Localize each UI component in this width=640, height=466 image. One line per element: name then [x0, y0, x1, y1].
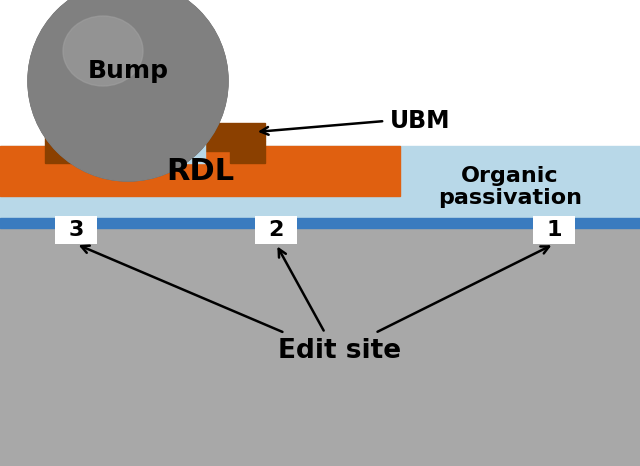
Bar: [0, 146, 640, 226]
Bar: [45, 123, 265, 141]
Bar: [45, 141, 80, 163]
Bar: [0, 146, 400, 196]
Bar: [105, 141, 205, 163]
Text: Bump: Bump: [88, 59, 168, 83]
Text: UBM: UBM: [390, 109, 451, 133]
Bar: [255, 216, 297, 244]
Text: 1: 1: [547, 220, 562, 240]
Bar: [0, 221, 640, 466]
Bar: [55, 216, 97, 244]
Ellipse shape: [63, 16, 143, 86]
Text: RDL: RDL: [166, 157, 234, 185]
Text: 2: 2: [268, 220, 284, 240]
Bar: [230, 141, 265, 163]
Bar: [0, 218, 640, 228]
Circle shape: [28, 0, 228, 181]
Text: 3: 3: [68, 220, 84, 240]
Text: Edit site: Edit site: [278, 338, 401, 364]
Bar: [533, 216, 575, 244]
Circle shape: [28, 0, 228, 181]
Text: Organic: Organic: [461, 166, 559, 186]
Text: passivation: passivation: [438, 188, 582, 208]
Bar: [205, 141, 230, 151]
Bar: [80, 141, 105, 151]
